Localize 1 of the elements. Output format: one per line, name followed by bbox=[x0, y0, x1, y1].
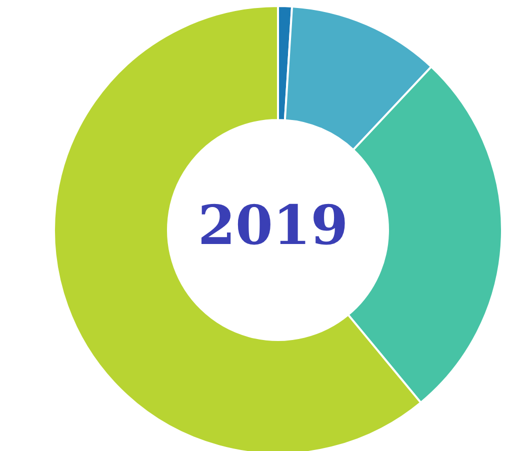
text: 2019 bbox=[196, 193, 350, 257]
